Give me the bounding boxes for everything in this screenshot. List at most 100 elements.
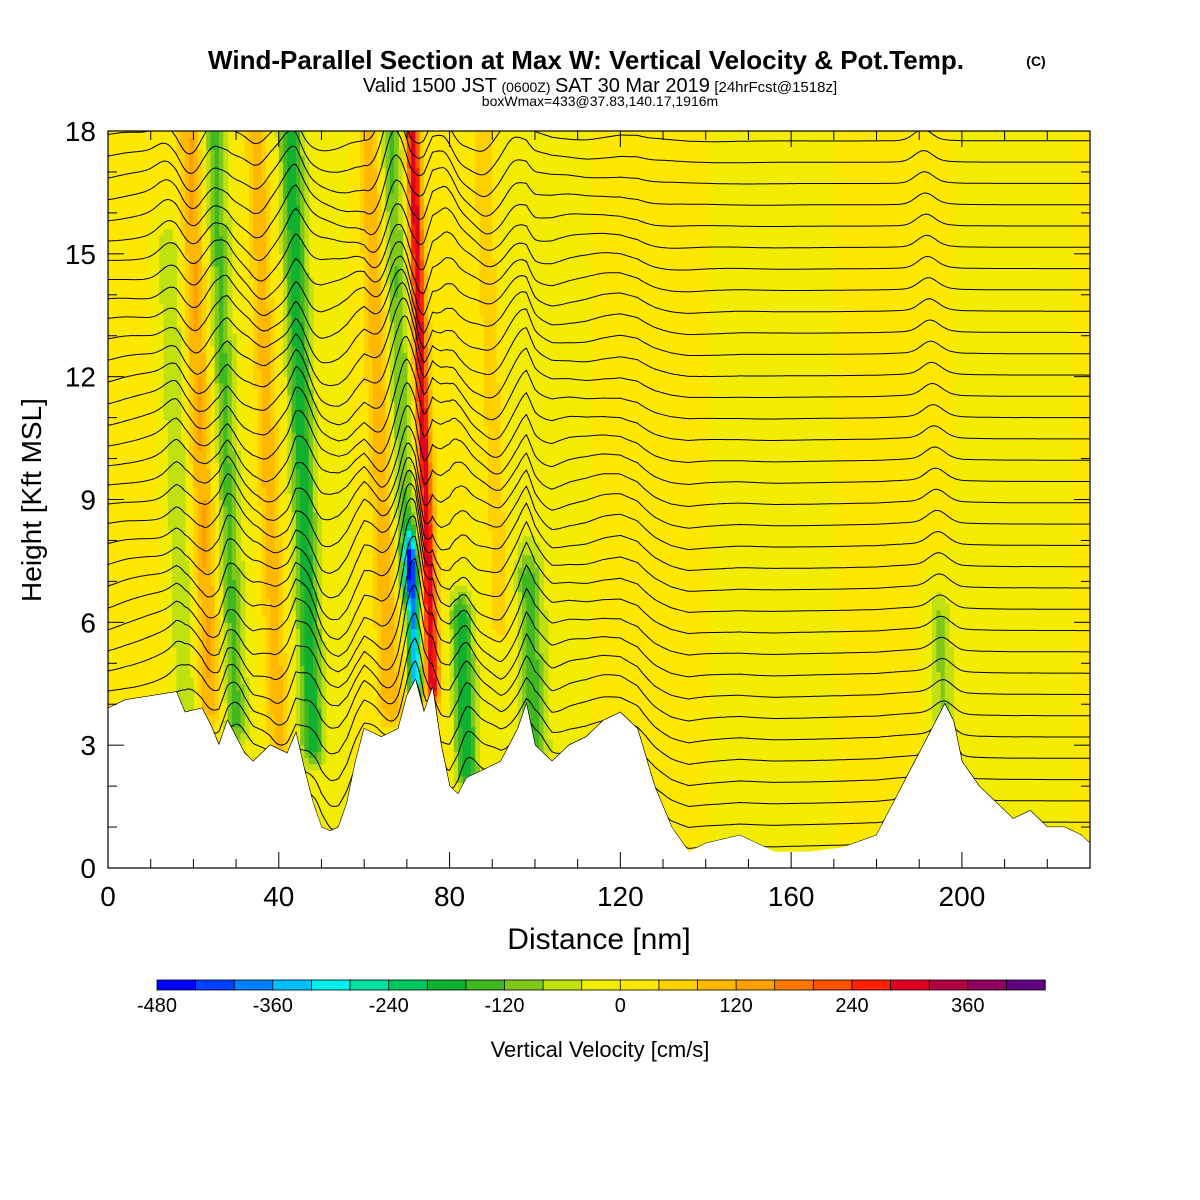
- velocity-cell: [180, 616, 186, 623]
- velocity-cell: [270, 290, 276, 298]
- velocity-cell: [137, 309, 143, 316]
- velocity-cell: [167, 346, 173, 353]
- velocity-cell: [180, 591, 186, 599]
- velocity-cell: [180, 511, 186, 519]
- velocity-cell: [295, 284, 301, 292]
- velocity-cell: [120, 161, 126, 169]
- velocity-cell: [287, 732, 293, 740]
- velocity-cell: [142, 137, 148, 144]
- velocity-cell: [108, 260, 113, 267]
- velocity-cell: [155, 155, 160, 163]
- velocity-cell: [304, 290, 310, 298]
- velocity-cell: [201, 278, 207, 286]
- velocity-cell: [351, 155, 357, 163]
- velocity-cell: [295, 260, 301, 267]
- velocity-cell: [159, 616, 165, 623]
- velocity-cell: [133, 505, 139, 513]
- velocity-cell: [129, 431, 135, 439]
- velocity-cell: [351, 536, 357, 543]
- velocity-cell: [201, 241, 207, 249]
- velocity-cell: [172, 536, 177, 543]
- velocity-cell: [112, 401, 118, 408]
- velocity-cell: [120, 346, 126, 353]
- velocity-cell: [176, 388, 182, 396]
- velocity-cell: [137, 505, 143, 513]
- velocity-cell: [133, 524, 139, 531]
- velocity-cell: [351, 481, 357, 488]
- velocity-cell: [240, 714, 246, 722]
- velocity-cell: [197, 296, 203, 304]
- velocity-cell: [108, 204, 113, 212]
- velocity-cell: [150, 431, 156, 439]
- velocity-cell: [295, 450, 301, 458]
- velocity-cell: [146, 217, 152, 224]
- velocity-cell: [257, 603, 263, 611]
- velocity-cell: [214, 665, 220, 672]
- velocity-cell: [133, 450, 139, 458]
- velocity-cell: [167, 376, 173, 384]
- velocity-cell: [180, 524, 186, 531]
- velocity-cell: [351, 708, 357, 715]
- velocity-cell: [137, 554, 143, 562]
- velocity-cell: [266, 628, 271, 636]
- velocity-cell: [231, 653, 237, 660]
- velocity-cell: [197, 388, 203, 396]
- velocity-cell: [295, 511, 301, 519]
- velocity-cell: [108, 229, 113, 236]
- velocity-cell: [321, 677, 327, 685]
- velocity-cell: [214, 628, 220, 636]
- velocity-cell: [120, 554, 126, 562]
- velocity-cell: [347, 333, 352, 341]
- velocity-cell: [351, 407, 357, 415]
- velocity-cell: [257, 487, 263, 494]
- velocity-cell: [184, 333, 190, 341]
- velocity-cell: [355, 217, 361, 224]
- velocity-cell: [163, 358, 169, 365]
- velocity-cell: [172, 517, 177, 525]
- velocity-cell: [278, 548, 284, 556]
- velocity-cell: [108, 579, 113, 586]
- velocity-cell: [129, 192, 135, 200]
- velocity-cell: [116, 548, 122, 556]
- velocity-cell: [219, 665, 224, 672]
- velocity-cell: [257, 296, 263, 304]
- velocity-cell: [261, 425, 267, 433]
- velocity-cell: [210, 616, 216, 623]
- velocity-cell: [227, 536, 233, 543]
- velocity-cell: [146, 327, 152, 335]
- velocity-cell: [142, 272, 148, 279]
- velocity-cell: [137, 585, 143, 593]
- velocity-cell: [283, 309, 288, 316]
- velocity-cell: [253, 438, 259, 445]
- velocity-cell: [266, 554, 271, 562]
- velocity-cell: [257, 327, 263, 335]
- velocity-cell: [304, 431, 310, 439]
- velocity-cell: [240, 671, 246, 679]
- velocity-cell: [210, 591, 216, 599]
- velocity-cell: [244, 303, 250, 310]
- velocity-cell: [120, 388, 126, 396]
- velocity-cell: [133, 548, 139, 556]
- velocity-cell: [274, 567, 280, 574]
- velocity-cell: [214, 260, 220, 267]
- velocity-cell: [261, 296, 267, 304]
- velocity-cell: [120, 266, 126, 273]
- velocity-cell: [193, 524, 199, 531]
- velocity-cell: [150, 499, 156, 507]
- velocity-cell: [201, 303, 207, 310]
- velocity-cell: [167, 174, 173, 181]
- velocity-cell: [137, 290, 143, 298]
- velocity-cell: [295, 321, 301, 329]
- velocity-cell: [137, 511, 143, 519]
- velocity-cell: [257, 346, 263, 353]
- velocity-cell: [266, 702, 271, 709]
- velocity-cell: [227, 364, 233, 372]
- velocity-cell: [248, 296, 254, 304]
- velocity-cell: [283, 689, 288, 697]
- velocity-cell: [270, 542, 276, 550]
- velocity-cell: [321, 653, 327, 660]
- velocity-cell: [120, 364, 126, 372]
- velocity-cell: [257, 474, 263, 482]
- velocity-cell: [227, 438, 233, 445]
- velocity-cell: [184, 425, 190, 433]
